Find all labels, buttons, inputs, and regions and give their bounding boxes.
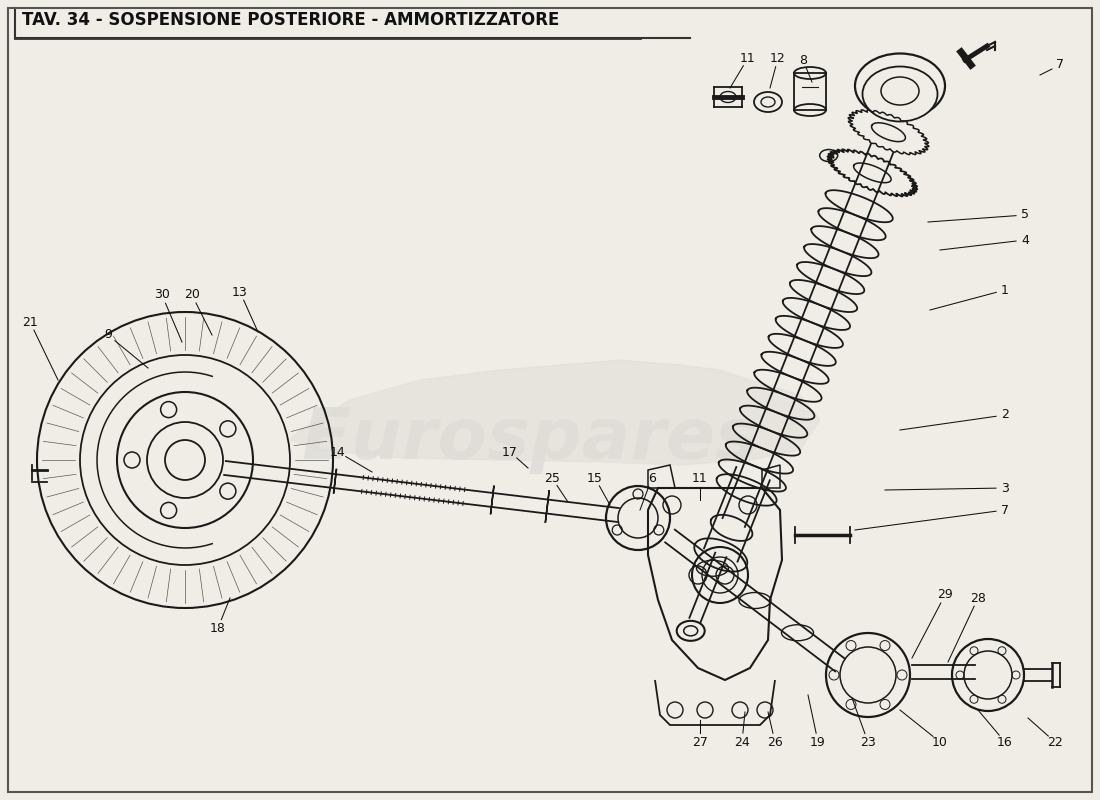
Text: TAV. 34 - SOSPENSIONE POSTERIORE - AMMORTIZZATORE: TAV. 34 - SOSPENSIONE POSTERIORE - AMMOR…	[22, 11, 560, 29]
Text: 21: 21	[22, 315, 37, 329]
Polygon shape	[290, 360, 820, 465]
Text: 12: 12	[770, 51, 785, 65]
Text: 18: 18	[210, 622, 225, 634]
Text: 27: 27	[692, 735, 708, 749]
Text: Eurospares: Eurospares	[301, 406, 759, 474]
Text: 16: 16	[997, 735, 1013, 749]
Text: 15: 15	[587, 471, 603, 485]
Text: 11: 11	[740, 51, 756, 65]
Text: 9: 9	[104, 329, 112, 342]
Text: 1: 1	[1001, 283, 1009, 297]
Text: 3: 3	[1001, 482, 1009, 494]
Text: 2: 2	[1001, 409, 1009, 422]
Text: 8: 8	[799, 54, 807, 66]
Text: 6: 6	[648, 471, 656, 485]
Text: 19: 19	[810, 735, 826, 749]
Ellipse shape	[862, 66, 937, 122]
Ellipse shape	[794, 67, 826, 79]
Text: 20: 20	[184, 289, 200, 302]
Text: 26: 26	[767, 735, 783, 749]
Text: 4: 4	[1021, 234, 1028, 246]
Text: 25: 25	[544, 471, 560, 485]
Text: 5: 5	[1021, 209, 1028, 222]
Text: 17: 17	[502, 446, 518, 458]
Text: 7: 7	[1001, 503, 1009, 517]
Text: 30: 30	[154, 289, 169, 302]
Text: 23: 23	[860, 735, 876, 749]
Text: 29: 29	[937, 589, 953, 602]
Text: 14: 14	[330, 446, 345, 458]
Text: 11: 11	[692, 471, 708, 485]
Text: 7: 7	[1056, 58, 1064, 71]
Text: 22: 22	[1047, 735, 1063, 749]
Text: 13: 13	[232, 286, 248, 298]
Text: 28: 28	[970, 591, 986, 605]
Text: 24: 24	[734, 735, 750, 749]
Text: 10: 10	[932, 735, 948, 749]
